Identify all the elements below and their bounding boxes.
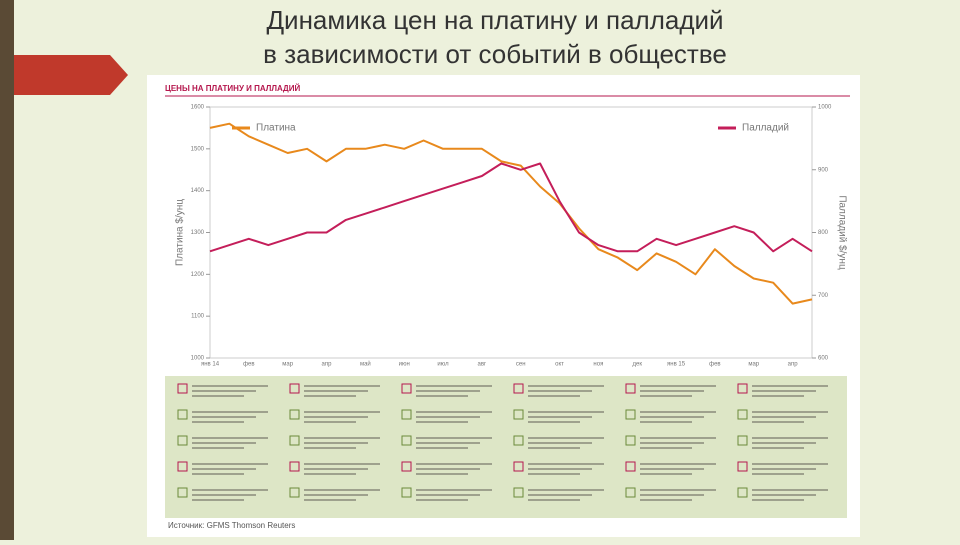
note-badge [625,461,636,472]
series-line [209,122,813,305]
x-tick-label: окт [555,362,564,368]
x-tick-label: апр [322,362,333,368]
y2-tick-label: 900 [818,167,829,173]
x-tick-label: фев [243,362,254,368]
note-badge [289,487,300,498]
slide-title-line1: Динамика цен на платину и палладий [266,5,723,35]
x-tick-label: июн [399,362,410,368]
x-tick-label: ноя [593,362,603,368]
legend-label: Платина [256,123,296,134]
x-tick-label: июл [437,362,449,368]
note-badge [737,409,748,420]
x-tick-label: мар [748,362,759,368]
x-tick-label: янв 14 [201,362,220,368]
note-badge [401,461,412,472]
note-badge [513,435,524,446]
x-tick-label: дек [632,362,642,368]
y2-axis-label: Палладий $/унц [836,195,847,270]
side-bar [0,0,14,540]
x-tick-label: май [360,361,371,368]
x-tick-label: авг [478,362,488,368]
legend-panel [165,376,847,518]
y-tick-label: 1100 [191,314,205,320]
y-tick-label: 1300 [191,230,205,236]
event-notes [177,383,828,501]
y2-tick-label: 600 [818,356,829,362]
note-badge [625,435,636,446]
chart-title: ЦЕНЫ НА ПЛАТИНУ И ПАЛЛАДИЙ [165,84,300,93]
note-badge [289,409,300,420]
y-tick-label: 1200 [191,272,205,278]
note-badge [513,461,524,472]
source: Источник: GFMS Thomson Reuters [168,521,295,530]
note-badge [737,383,748,394]
y-tick-label: 1600 [191,105,205,111]
note-badge [513,409,524,420]
y-tick-label: 1500 [191,146,205,152]
note-badge [625,383,636,394]
x-tick-label: сен [516,362,526,368]
note-badge [401,409,412,420]
legend-label: Палладий [742,123,789,134]
note-badge [737,487,748,498]
note-badge [401,435,412,446]
slide-title-line2: в зависимости от событий в обществе [263,39,727,69]
note-badge [625,487,636,498]
x-tick-label: фев [709,362,720,368]
note-badge [177,461,188,472]
x-tick-label: мар [282,362,293,368]
note-badge [289,435,300,446]
x-tick-label: апр [788,362,799,368]
series-line [209,162,813,253]
note-badge [737,435,748,446]
note-badge [625,409,636,420]
y-axis-label: Платина $/унц [175,199,186,266]
y2-tick-label: 1000 [818,105,832,111]
y2-tick-label: 700 [818,293,829,299]
note-badge [177,435,188,446]
note-badge [177,487,188,498]
note-badge [513,383,524,394]
y-tick-label: 1400 [191,188,205,194]
note-badge [177,383,188,394]
y-tick-label: 1000 [191,356,205,362]
title-arrow [14,55,128,95]
y2-tick-label: 800 [818,230,829,236]
x-tick-label: янв 15 [667,362,686,368]
note-badge [401,487,412,498]
note-badge [737,461,748,472]
note-badge [289,383,300,394]
note-badge [289,461,300,472]
note-badge [401,383,412,394]
note-badge [177,409,188,420]
note-badge [513,487,524,498]
